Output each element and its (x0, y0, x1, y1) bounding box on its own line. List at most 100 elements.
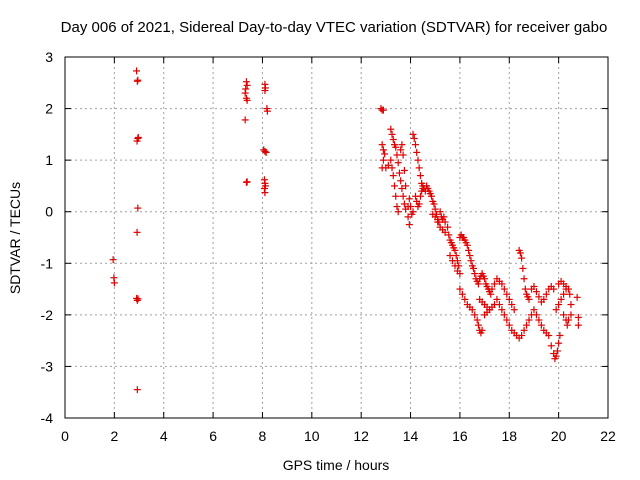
data-point (384, 161, 392, 169)
data-point (404, 213, 412, 221)
data-point (398, 185, 406, 193)
data-point (416, 172, 424, 180)
data-point (389, 172, 397, 180)
data-point (474, 321, 482, 329)
data-point (398, 141, 406, 149)
data-point (431, 213, 439, 221)
data-point (525, 295, 533, 303)
data-point (498, 280, 506, 288)
data-point (452, 252, 460, 260)
data-point (471, 270, 479, 278)
data-point (521, 285, 529, 293)
x-tick-label: 4 (160, 428, 168, 444)
data-point (557, 295, 565, 303)
data-point (516, 249, 524, 257)
data-point (456, 285, 464, 293)
data-point (523, 321, 531, 329)
data-point (560, 290, 568, 298)
x-tick-label: 10 (304, 428, 320, 444)
data-point (560, 311, 568, 319)
data-point (441, 218, 449, 226)
x-axis-label: GPS time / hours (283, 457, 390, 473)
data-point (242, 78, 250, 86)
data-point (567, 301, 575, 309)
data-point (481, 275, 489, 283)
data-point (532, 288, 540, 296)
data-point (399, 151, 407, 159)
data-point (495, 301, 503, 309)
data-point (535, 293, 543, 301)
data-point (431, 205, 439, 213)
data-point (428, 192, 436, 200)
data-point (110, 279, 118, 287)
data-point (243, 178, 251, 186)
data-point (388, 130, 396, 138)
x-tick-label: 0 (61, 428, 69, 444)
data-point (441, 228, 449, 236)
data-point (133, 67, 141, 75)
data-point (500, 311, 508, 319)
data-point (409, 130, 417, 138)
data-point (440, 213, 448, 221)
data-point (555, 339, 563, 347)
data-point (552, 306, 560, 314)
plot-frame (64, 56, 609, 419)
data-point (415, 200, 423, 208)
data-point (503, 290, 511, 298)
data-point (535, 316, 543, 324)
data-point (387, 156, 395, 164)
grid (65, 57, 608, 418)
data-point (451, 246, 459, 254)
data-point (525, 316, 533, 324)
data-point (565, 316, 573, 324)
y-tick-label: 1 (45, 152, 53, 168)
data-point (394, 208, 402, 216)
data-point (405, 221, 413, 229)
data-point (467, 257, 475, 265)
data-point (498, 306, 506, 314)
data-point (400, 166, 408, 174)
data-point (553, 347, 561, 355)
data-point (563, 321, 571, 329)
data-point (378, 141, 386, 149)
data-point (436, 208, 444, 216)
data-point (392, 143, 400, 151)
data-point (473, 316, 481, 324)
data-point (532, 311, 540, 319)
data-point (552, 352, 560, 360)
data-point (388, 164, 396, 172)
data-point (471, 311, 479, 319)
data-point (133, 386, 141, 394)
data-point (468, 306, 476, 314)
data-point (493, 295, 501, 303)
data-point (488, 285, 496, 293)
data-point (466, 252, 474, 260)
data-point (409, 208, 417, 216)
data-point (567, 311, 575, 319)
data-point (519, 264, 527, 272)
data-point (263, 107, 271, 115)
data-point (445, 231, 453, 239)
y-tick-label: 0 (45, 204, 53, 220)
data-point (241, 89, 249, 97)
data-point (461, 295, 469, 303)
data-point (393, 203, 401, 211)
data-point (555, 301, 563, 309)
data-point (573, 293, 581, 301)
y-tick-label: -3 (41, 358, 54, 374)
data-point (434, 218, 442, 226)
data-point (574, 313, 582, 321)
data-point (413, 148, 421, 156)
data-point (566, 290, 574, 298)
y-tick-label: 2 (45, 101, 53, 117)
data-point (444, 223, 452, 231)
data-point (109, 256, 117, 264)
data-point (458, 290, 466, 298)
data-point (393, 151, 401, 159)
data-point (389, 136, 397, 144)
data-point (381, 150, 389, 158)
data-point (391, 182, 399, 190)
data-point (465, 246, 473, 254)
data-point (500, 285, 508, 293)
